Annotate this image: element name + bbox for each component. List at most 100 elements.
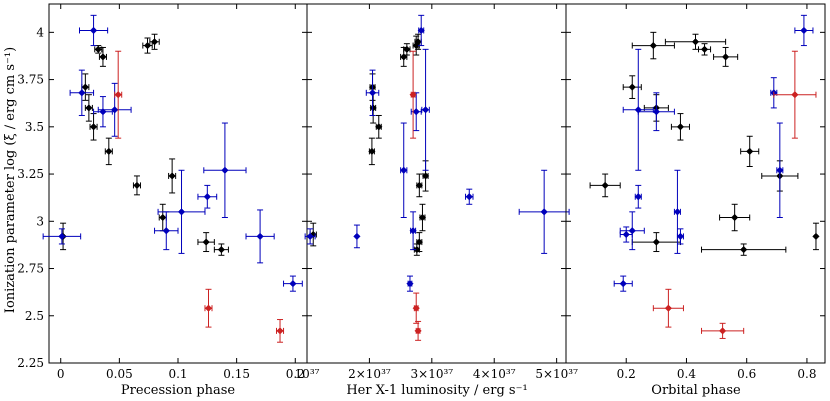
diamond-marker bbox=[409, 91, 417, 99]
diamond-marker bbox=[718, 327, 727, 335]
data-point bbox=[409, 211, 417, 251]
diamond-marker bbox=[217, 245, 226, 254]
panel-precession: 2.25 2.5 2.75 3 3.25 3.5 3.75 4 0 0.05 0.1 0.15 0.2 bbox=[17, 3, 308, 381]
x-tick-label: 2×10³⁷ bbox=[348, 367, 391, 381]
data-point bbox=[142, 37, 153, 54]
data-point bbox=[652, 288, 684, 328]
data-point bbox=[812, 222, 820, 251]
x-tick-label: 0.6 bbox=[737, 367, 756, 381]
diamond-marker bbox=[634, 193, 642, 201]
diamond-marker bbox=[619, 279, 627, 288]
data-point bbox=[670, 113, 690, 141]
diamond-marker bbox=[203, 193, 211, 201]
data-point bbox=[42, 228, 82, 245]
data-point bbox=[589, 173, 621, 198]
panel-orbital: 0.2 0.4 0.6 0.8 bbox=[565, 3, 826, 381]
data-point bbox=[104, 137, 113, 166]
diamond-marker bbox=[256, 232, 264, 241]
diamond-marker bbox=[415, 238, 423, 246]
diamond-marker bbox=[78, 89, 86, 97]
data-point bbox=[69, 69, 95, 116]
diamond-marker bbox=[721, 53, 730, 61]
x-axis-title-precession: Precession phase bbox=[121, 383, 236, 398]
data-point bbox=[518, 169, 570, 254]
diamond-marker bbox=[114, 91, 122, 99]
diamond-marker bbox=[99, 53, 107, 61]
data-point bbox=[719, 203, 751, 232]
diamond-marker bbox=[800, 26, 808, 35]
diamond-marker bbox=[414, 38, 422, 46]
data-point bbox=[213, 243, 229, 256]
data-point bbox=[410, 92, 422, 132]
data-point bbox=[81, 73, 90, 101]
data-point bbox=[283, 275, 303, 292]
data-point bbox=[203, 122, 247, 219]
diamond-marker bbox=[58, 232, 66, 241]
x-tick-label: 0 bbox=[57, 367, 65, 381]
x-tick-label: 4×10³⁷ bbox=[473, 367, 516, 381]
diamond-marker bbox=[622, 230, 630, 239]
data-point bbox=[701, 322, 745, 339]
data-point bbox=[406, 275, 414, 292]
x-tick-label: 0.1 bbox=[168, 367, 187, 381]
diamond-marker bbox=[94, 45, 102, 54]
data-point bbox=[94, 45, 103, 54]
x-axis-title-orbital: Orbital phase bbox=[651, 383, 741, 398]
diamond-marker bbox=[202, 238, 210, 246]
data-point bbox=[417, 14, 425, 47]
diamond-marker bbox=[628, 83, 636, 91]
diamond-marker bbox=[412, 304, 420, 312]
data-point bbox=[713, 46, 739, 67]
data-point bbox=[353, 224, 361, 249]
diamond-marker bbox=[417, 26, 425, 35]
plot-frame bbox=[306, 3, 567, 364]
diamond-marker bbox=[412, 108, 420, 116]
diamond-marker bbox=[85, 104, 93, 112]
data-point bbox=[197, 232, 215, 253]
plot-frame bbox=[48, 3, 308, 364]
data-point bbox=[634, 184, 642, 209]
data-point bbox=[415, 232, 423, 253]
data-point bbox=[98, 46, 107, 67]
data-point bbox=[794, 14, 814, 47]
data-point bbox=[276, 319, 285, 343]
diamond-marker bbox=[89, 26, 98, 35]
data-point bbox=[369, 92, 377, 124]
diamond-marker bbox=[111, 106, 119, 114]
y-tick-label: 3.5 bbox=[25, 120, 44, 134]
data-point bbox=[78, 14, 109, 47]
diamond-marker bbox=[204, 304, 213, 312]
y-axis-title: Ionization parameter log (ξ / erg cm s⁻¹… bbox=[3, 47, 18, 313]
diamond-marker bbox=[691, 38, 700, 46]
diamond-marker bbox=[177, 208, 186, 216]
diamond-marker bbox=[700, 45, 709, 54]
data-point bbox=[415, 173, 423, 198]
data-point bbox=[89, 113, 98, 141]
data-point bbox=[245, 209, 275, 264]
x-tick-label: 0.15 bbox=[223, 367, 250, 381]
x-tick-label: 0.05 bbox=[106, 367, 133, 381]
data-point bbox=[149, 33, 160, 50]
y-tick-label: 3.25 bbox=[17, 167, 44, 181]
data-point bbox=[114, 50, 123, 139]
diamond-marker bbox=[353, 232, 361, 241]
data-point bbox=[698, 43, 712, 56]
data-point bbox=[421, 48, 430, 171]
x-tick-label: 0.2 bbox=[617, 367, 636, 381]
y-tick-label: 2.25 bbox=[17, 356, 44, 370]
y-tick-label: 2.75 bbox=[17, 262, 44, 276]
diamond-marker bbox=[409, 227, 417, 235]
diamond-marker bbox=[400, 166, 408, 174]
diamond-marker bbox=[406, 279, 414, 288]
diamond-marker bbox=[368, 89, 377, 97]
diamond-marker bbox=[306, 232, 314, 241]
data-point bbox=[158, 203, 167, 232]
data-point bbox=[204, 288, 213, 328]
diamond-marker bbox=[465, 193, 473, 201]
diamond-marker bbox=[368, 147, 376, 156]
diamond-marker bbox=[791, 91, 799, 99]
diamond-marker bbox=[676, 123, 685, 131]
diamond-marker bbox=[221, 166, 229, 174]
y-tick-label: 4 bbox=[36, 25, 44, 39]
diamond-marker bbox=[162, 227, 170, 235]
